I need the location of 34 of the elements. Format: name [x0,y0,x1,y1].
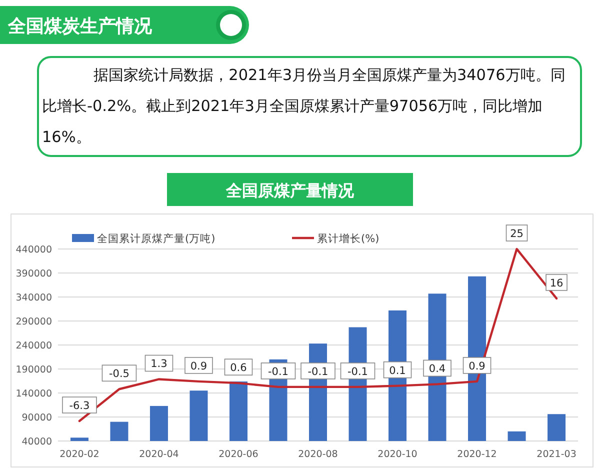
y-tick-label: 390000 [16,268,52,280]
chart-title: 全国煤炭生产情况 [7,16,153,37]
y-tick-label: 140000 [16,388,52,400]
y-tick-label: 440000 [16,244,52,256]
data-label: 0.9 [468,360,486,372]
data-label: 0.6 [230,362,248,374]
x-tick-label: 2020-02 [60,449,100,460]
y-tick-label: 240000 [16,340,52,352]
data-label: -0.1 [268,366,288,378]
data-label: 0.9 [190,360,208,372]
y-tick-label: 40000 [22,436,52,448]
data-label: -0.5 [108,368,130,380]
data-label: -0.1 [308,366,328,378]
y-tick-label: 290000 [16,316,52,328]
data-label: 16 [550,277,564,290]
x-tick-label: 2021-03 [536,449,576,460]
data-label: 1.3 [150,358,168,370]
data-label: 0.4 [428,363,446,376]
data-label: -0.1 [348,366,368,378]
data-label: 0.1 [389,364,406,377]
y-tick-label: 190000 [16,364,52,376]
x-tick-label: 2020-06 [218,449,258,460]
legend-label: 累计增长(%) [317,232,380,245]
x-tick-label: 2020-12 [457,449,497,460]
y-tick-label: 340000 [16,292,52,304]
x-tick-label: 2020-10 [378,449,418,460]
text: 据国家统计局数据，2021年3月份当月全国原煤产量为34076万吨。同比增长-0.2%。截止到2021年3月全国原煤累计产量97056万吨，同比增加16%。 [42,65,566,148]
data-label: -6.3 [69,400,90,412]
legend-label: 全国累计原煤产量(万吨) [97,232,216,245]
data-label: 25 [510,228,524,240]
x-tick-label: 2020-08 [298,449,338,460]
chart-subtitle: 全国原煤产量情况 [225,181,355,200]
x-tick-label: 2020-04 [139,449,179,460]
y-tick-label: 90000 [22,412,52,424]
